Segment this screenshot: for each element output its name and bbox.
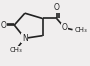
Text: O: O [54, 3, 60, 12]
Text: O: O [1, 21, 7, 30]
Text: CH₃: CH₃ [74, 27, 87, 33]
Text: O: O [62, 23, 68, 32]
Text: CH₃: CH₃ [10, 47, 22, 52]
Text: N: N [22, 34, 28, 43]
